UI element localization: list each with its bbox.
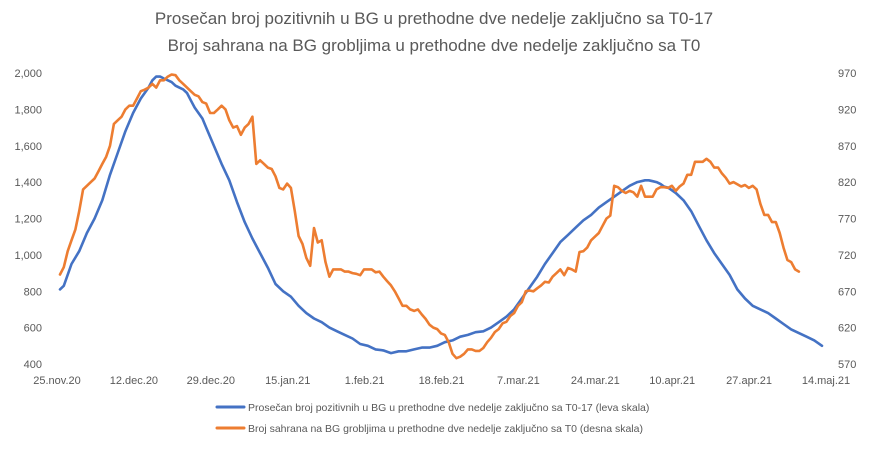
x-tick-label: 7.mar.21 bbox=[497, 375, 540, 387]
right-y-tick-label: 920 bbox=[838, 104, 856, 116]
x-tick-label: 25.nov.20 bbox=[33, 375, 81, 387]
right-y-tick-label: 570 bbox=[838, 359, 856, 371]
x-tick-label: 12.dec.20 bbox=[110, 375, 158, 387]
series-line-positives bbox=[58, 75, 824, 355]
left-y-tick-label: 1,600 bbox=[14, 141, 42, 153]
left-y-tick-label: 1,200 bbox=[14, 214, 42, 226]
left-y-axis-ticks: 400 600 800 1,000 1,200 1,400 1,600 1,800 2,000 bbox=[14, 68, 42, 371]
right-y-tick-label: 970 bbox=[838, 68, 856, 80]
chart-title-line-2: Broj sahrana na BG grobljima u prethodne… bbox=[168, 36, 701, 55]
right-y-tick-label: 620 bbox=[838, 323, 856, 335]
right-y-tick-label: 870 bbox=[838, 141, 856, 153]
series-line-funerals bbox=[58, 73, 801, 360]
x-tick-label: 29.dec.20 bbox=[187, 375, 235, 387]
left-y-tick-label: 600 bbox=[24, 323, 42, 335]
legend-label-funerals: Broj sahrana na BG grobljima u prethodne… bbox=[248, 423, 643, 435]
right-y-tick-label: 720 bbox=[838, 250, 856, 262]
plot-area bbox=[58, 73, 824, 360]
x-tick-label: 10.apr.21 bbox=[649, 375, 695, 387]
legend: Prosečan broj pozitivnih u BG u prethodn… bbox=[215, 402, 649, 435]
left-y-tick-label: 1,000 bbox=[14, 250, 42, 262]
right-y-tick-label: 670 bbox=[838, 286, 856, 298]
left-y-tick-label: 1,800 bbox=[14, 104, 42, 116]
left-y-tick-label: 400 bbox=[24, 359, 42, 371]
chart-title-line-1: Prosečan broj pozitivnih u BG u prethodn… bbox=[155, 9, 713, 28]
x-tick-label: 27.apr.21 bbox=[726, 375, 772, 387]
x-tick-label: 14.maj.21 bbox=[802, 375, 850, 387]
x-axis-ticks: 25.nov.20 12.dec.20 29.dec.20 15.jan.21 1.fe… bbox=[33, 375, 850, 387]
left-y-tick-label: 800 bbox=[24, 286, 42, 298]
x-tick-label: 1.feb.21 bbox=[345, 375, 385, 387]
x-tick-label: 24.mar.21 bbox=[571, 375, 620, 387]
right-y-axis-ticks: 570 620 670 720 770 820 870 920 970 bbox=[838, 68, 856, 371]
right-y-tick-label: 820 bbox=[838, 177, 856, 189]
left-y-tick-label: 2,000 bbox=[14, 68, 42, 80]
right-y-tick-label: 770 bbox=[838, 214, 856, 226]
x-tick-label: 18.feb.21 bbox=[419, 375, 465, 387]
left-y-tick-label: 1,400 bbox=[14, 177, 42, 189]
legend-label-positives: Prosečan broj pozitivnih u BG u prethodn… bbox=[248, 402, 649, 414]
x-tick-label: 15.jan.21 bbox=[265, 375, 310, 387]
